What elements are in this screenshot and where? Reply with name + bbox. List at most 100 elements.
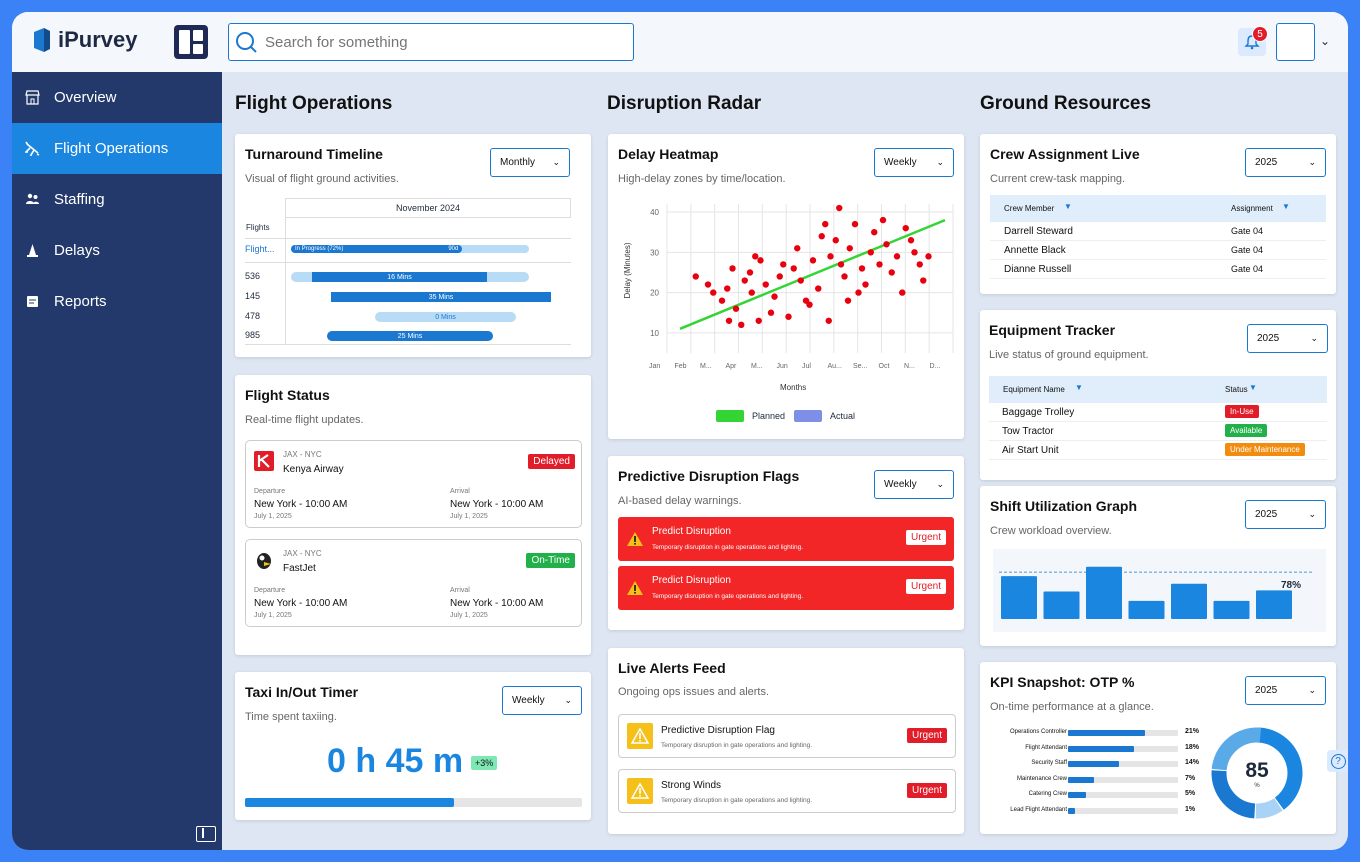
arrival-label: Arrival — [450, 488, 470, 495]
data-point — [797, 277, 804, 284]
section-title-disruption-radar: Disruption Radar — [607, 93, 762, 114]
timeline-bar: 35 Mins — [331, 292, 551, 302]
x-tick-label: M... — [700, 363, 712, 370]
period-dropdown[interactable]: Weekly ⌄ — [502, 686, 582, 715]
year-dropdown[interactable]: 2025 ⌄ — [1247, 324, 1328, 353]
data-point — [902, 224, 909, 232]
chevron-down-icon: ⌄ — [564, 695, 572, 705]
column-header: Status — [1225, 385, 1248, 394]
status-badge: Under Maintenance — [1225, 443, 1305, 456]
search-bar[interactable] — [228, 23, 634, 61]
kpi-snapshot-card: KPI Snapshot: OTP % On-time performance … — [980, 662, 1336, 834]
equipment-name: Tow Tractor — [1002, 426, 1054, 437]
sidebar-item-label: Flight Operations — [54, 140, 169, 157]
period-dropdown[interactable]: Weekly ⌄ — [874, 148, 954, 177]
sidebar-item-staffing[interactable]: Staffing — [12, 174, 222, 225]
period-dropdown[interactable]: Weekly ⌄ — [874, 470, 954, 499]
alert-item[interactable]: Strong Winds Temporary disruption in gat… — [618, 769, 956, 813]
help-icon: ? — [1330, 753, 1346, 769]
filter-icon[interactable]: ▼ — [1075, 383, 1083, 392]
airline-name: Kenya Airway — [283, 464, 344, 475]
data-point — [771, 293, 778, 300]
data-point — [876, 261, 883, 268]
sidebar-collapse-icon[interactable] — [196, 826, 216, 842]
sidebar-item-reports[interactable]: Reports — [12, 276, 222, 327]
sidebar: Overview Flight Operations Staffing Dela… — [12, 72, 222, 850]
data-point — [858, 265, 866, 272]
data-point — [741, 277, 748, 284]
logo[interactable]: iPurvey — [32, 26, 138, 54]
data-point — [841, 273, 848, 280]
card-title: KPI Snapshot: OTP % — [990, 674, 1135, 690]
shift-bar — [1213, 600, 1250, 619]
crew-name: Dianne Russell — [1004, 264, 1072, 275]
dropdown-value: Weekly — [884, 479, 917, 490]
data-point — [825, 317, 832, 324]
disruption-flag[interactable]: Predict Disruption Temporary disruption … — [618, 517, 954, 561]
sidebar-item-overview[interactable]: Overview — [12, 72, 222, 123]
urgent-badge: Urgent — [906, 728, 947, 743]
alert-title: Strong Winds — [661, 780, 722, 791]
filter-icon[interactable]: ▼ — [1249, 383, 1257, 392]
data-point — [855, 289, 862, 296]
timeline-row-flight: 478 — [245, 311, 261, 321]
period-dropdown[interactable]: Monthly ⌄ — [490, 148, 570, 177]
chevron-down-icon[interactable]: ⌄ — [1320, 34, 1331, 48]
flag-title: Predict Disruption — [652, 526, 731, 537]
donut-segment — [1256, 727, 1303, 810]
card-title: Turnaround Timeline — [245, 146, 383, 162]
chevron-down-icon: ⌄ — [1308, 509, 1316, 519]
kpi-row: Lead Flight Attendant 1% — [980, 804, 1220, 819]
flight-card[interactable]: JAX - NYC FastJet On-Time Departure New … — [245, 539, 582, 627]
sidebar-item-delays[interactable]: Delays — [12, 225, 222, 276]
kpi-row-value: 5% — [1185, 790, 1196, 797]
data-point — [827, 253, 834, 260]
x-tick-label: Jul — [802, 363, 811, 370]
warning-icon — [627, 532, 643, 546]
year-dropdown[interactable]: 2025 ⌄ — [1245, 148, 1326, 177]
filter-icon[interactable]: ▼ — [1282, 202, 1290, 211]
data-point — [888, 269, 895, 276]
column-header: Equipment Name — [1003, 385, 1065, 394]
column-header: Crew Member — [1004, 204, 1055, 213]
card-subtitle: Live status of ground equipment. — [989, 349, 1149, 361]
help-button[interactable]: ? — [1327, 750, 1348, 772]
data-point — [818, 233, 825, 240]
turnaround-timeline-card: Turnaround Timeline Visual of flight gro… — [235, 134, 591, 357]
data-point — [718, 297, 726, 304]
alert-item[interactable]: Predictive Disruption Flag Temporary dis… — [618, 714, 956, 758]
urgent-badge: Urgent — [905, 579, 946, 594]
timeline-flight-label: Flight... — [245, 244, 275, 254]
x-tick-label: Feb — [675, 363, 687, 370]
status-badge: In-Use — [1225, 405, 1259, 418]
delay-heatmap-card: Delay Heatmap High-delay zones by time/l… — [608, 134, 964, 439]
shift-bar — [1043, 591, 1080, 619]
flight-card[interactable]: JAX - NYC Kenya Airway Delayed Departure… — [245, 440, 582, 528]
data-point — [809, 257, 817, 264]
data-point — [851, 220, 859, 228]
card-title: Taxi In/Out Timer — [245, 684, 359, 700]
filter-icon[interactable]: ▼ — [1064, 202, 1072, 211]
crew-name: Darrell Steward — [1004, 226, 1073, 237]
search-input[interactable] — [265, 33, 605, 51]
kpi-row-label: Security Staff — [1031, 760, 1067, 766]
chevron-down-icon: ⌄ — [1308, 157, 1316, 167]
x-tick-label: Au... — [828, 363, 842, 370]
flight-status-card: Flight Status Real-time flight updates. … — [235, 375, 591, 655]
year-dropdown[interactable]: 2025 ⌄ — [1245, 676, 1326, 705]
kpi-bar-track — [1068, 730, 1178, 736]
year-dropdown[interactable]: 2025 ⌄ — [1245, 500, 1326, 529]
disruption-flag[interactable]: Predict Disruption Temporary disruption … — [618, 566, 954, 610]
dropdown-value: 2025 — [1255, 157, 1278, 168]
timeline-bar: 25 Mins — [327, 331, 493, 341]
crew-assignment-card: Crew Assignment Live Current crew-task m… — [980, 134, 1336, 294]
kpi-row-label: Catering Crew — [1028, 791, 1067, 797]
legend-item-planned: Planned — [716, 410, 785, 422]
data-point — [925, 253, 932, 260]
layout-menu-button[interactable] — [174, 25, 208, 59]
sidebar-item-flight-operations[interactable]: Flight Operations — [12, 123, 222, 174]
avatar[interactable] — [1276, 23, 1315, 61]
kpi-row-value: 18% — [1185, 743, 1200, 751]
card-title: Predictive Disruption Flags — [618, 468, 800, 484]
data-point — [893, 253, 901, 260]
